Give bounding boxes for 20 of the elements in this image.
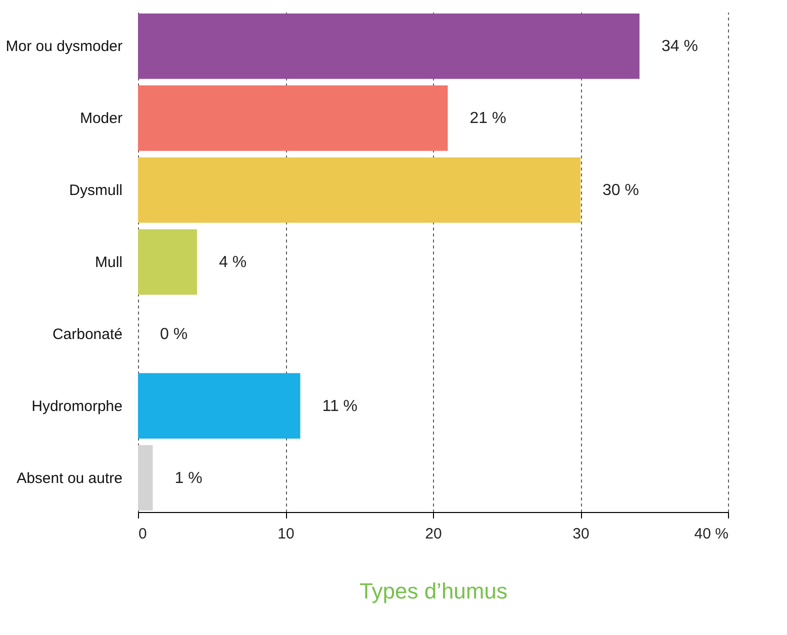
y-tick-label: Dysmull — [69, 182, 122, 200]
x-tick-label: 30 — [572, 526, 590, 542]
x-tick-label: 10 — [278, 526, 294, 542]
data-label: 30 % — [602, 182, 639, 200]
y-tick-label: Hydromorphe — [32, 398, 122, 415]
y-tick-label: Mor ou dysmoder — [6, 38, 122, 56]
y-tick-label: Absent ou autre — [16, 470, 122, 487]
x-tick-label: 40 % — [694, 526, 728, 542]
data-label: 34 % — [662, 38, 698, 56]
data-label: 11 % — [322, 398, 358, 415]
data-label: 1 % — [174, 470, 202, 487]
data-label: 4 % — [219, 254, 247, 271]
x-axis-title: Types d’humus — [360, 578, 508, 604]
data-label: 21 % — [470, 110, 506, 128]
y-tick-label: Moder — [80, 110, 122, 128]
x-tick-label: 0 — [138, 526, 147, 542]
y-tick-label: Mull — [94, 254, 122, 271]
y-tick-label: Carbonaté — [52, 326, 122, 343]
x-tick-label: 20 — [425, 526, 442, 542]
data-label: 0 % — [160, 326, 188, 343]
